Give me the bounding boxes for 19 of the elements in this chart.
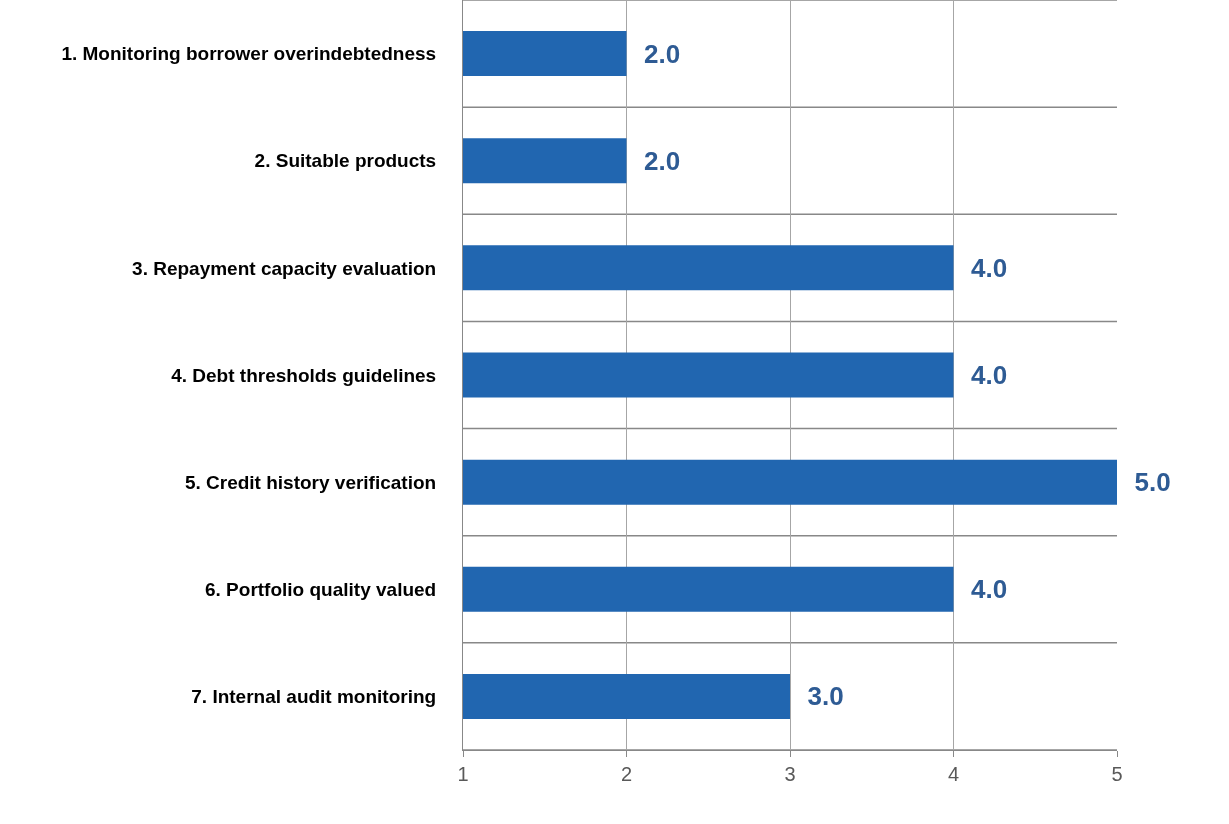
data-label: 4.0 bbox=[956, 360, 1008, 390]
y-tick-label: 5. Credit history verification bbox=[184, 471, 437, 493]
y-tick-label: 6. Portfolio quality valued bbox=[205, 578, 437, 600]
x-tick-label: 4 bbox=[947, 763, 960, 785]
x-tick-label: 1 bbox=[457, 763, 469, 785]
x-tick-label: 2 bbox=[620, 763, 633, 785]
y-tick-label: 3. Repayment capacity evaluation bbox=[132, 257, 437, 279]
y-tick-label: 4. Debt thresholds guidelines bbox=[171, 364, 437, 386]
y-tick-label: 2. Suitable products bbox=[254, 150, 437, 172]
x-tick-label: 5 bbox=[1111, 763, 1123, 785]
data-label: 4.0 bbox=[956, 252, 1008, 283]
data-label: 2.0 bbox=[629, 145, 681, 176]
data-label: 5.0 bbox=[1120, 467, 1171, 498]
data-label: 3.0 bbox=[793, 681, 844, 712]
y-tick-label: 7. Internal audit monitoring bbox=[191, 686, 437, 708]
y-tick-label: 1. Monitoring borrower overindebtedness bbox=[61, 43, 437, 65]
data-label: 4.0 bbox=[956, 574, 1008, 605]
x-tick-label: 3 bbox=[784, 763, 796, 785]
data-label: 2.0 bbox=[629, 38, 681, 69]
